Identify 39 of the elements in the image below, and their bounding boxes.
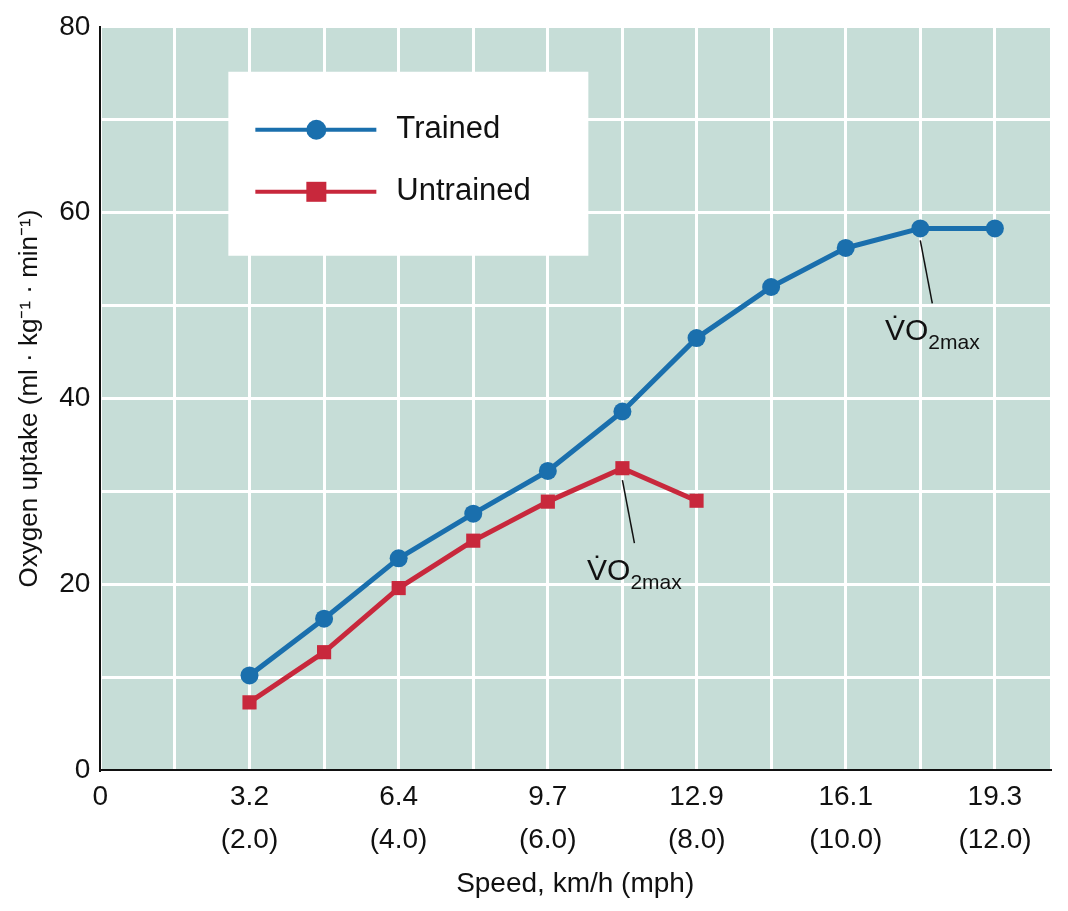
y-tick-label: 60: [59, 195, 91, 227]
point: [240, 666, 259, 685]
x2-tick-label: (6.0): [518, 823, 577, 855]
point: [464, 504, 483, 523]
legend-label: Untrained: [396, 172, 531, 208]
x2-tick-label: (8.0): [667, 823, 726, 855]
point: [315, 609, 334, 628]
y-tick-label: 40: [59, 381, 91, 413]
point: [911, 219, 930, 238]
point: [540, 494, 555, 509]
x-tick-label: 3.2: [230, 779, 269, 811]
x2-tick-label: (4.0): [369, 823, 428, 855]
y-tick-label: 80: [59, 9, 91, 41]
x-tick-label: 19.3: [967, 779, 1023, 811]
x-axis-title: Speed, km/h (mph): [456, 866, 695, 898]
x-tick-label: 12.9: [669, 779, 724, 811]
point: [615, 461, 630, 476]
point: [242, 695, 257, 710]
point: [538, 461, 557, 480]
legend-label: Trained: [396, 110, 501, 146]
x-tick-label: 6.4: [379, 779, 419, 811]
y-tick-label: 20: [59, 567, 91, 599]
y-axis-title: Oxygen uptake (ml · kg⁻¹ · min⁻¹): [12, 209, 43, 588]
x-tick-label: 16.1: [818, 779, 873, 811]
point: [466, 533, 481, 548]
x2-tick-label: (12.0): [958, 823, 1032, 855]
point: [389, 549, 408, 568]
point: [836, 238, 855, 257]
point: [687, 329, 706, 348]
point: [613, 402, 632, 421]
point: [317, 645, 332, 660]
point: [762, 277, 781, 296]
x2-tick-label: (10.0): [809, 823, 883, 855]
point: [689, 493, 704, 508]
x2-tick-label: (2.0): [220, 823, 279, 855]
x-tick-label: 9.7: [528, 779, 568, 811]
y-tick-label: 0: [74, 752, 91, 784]
point: [391, 581, 406, 596]
point: [985, 219, 1004, 238]
